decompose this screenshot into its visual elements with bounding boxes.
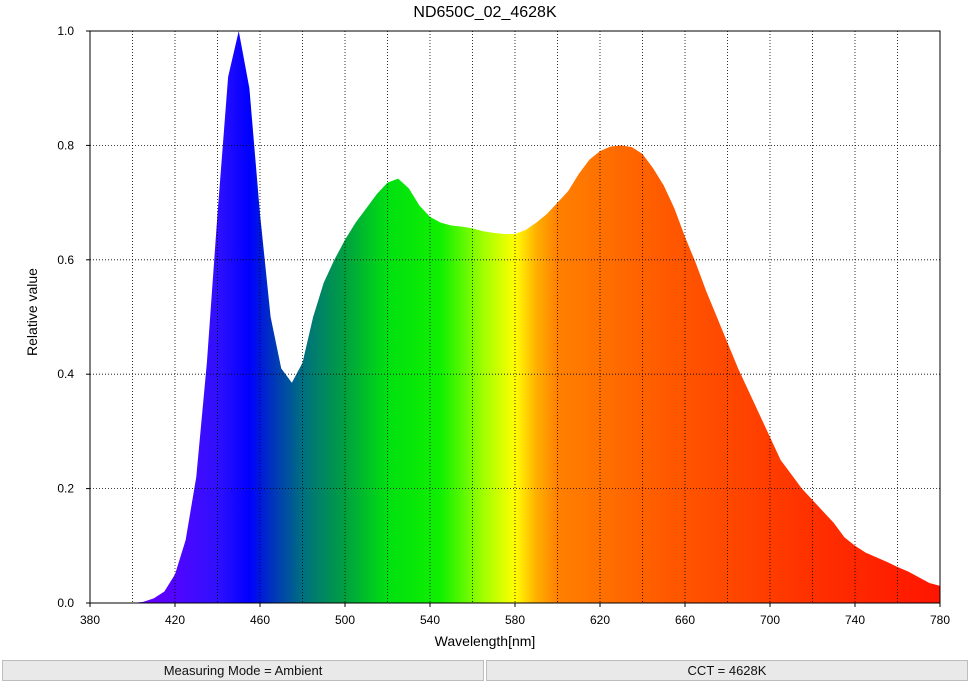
- x-tick-label: 580: [505, 613, 525, 627]
- y-axis-label: Relative value: [24, 268, 40, 356]
- x-tick-label: 780: [930, 613, 950, 627]
- x-tick-label: 660: [675, 613, 695, 627]
- x-tick-label: 540: [420, 613, 440, 627]
- status-mode: Measuring Mode = Ambient: [2, 660, 484, 681]
- y-tick-label: 1.0: [57, 24, 74, 38]
- x-tick-label: 740: [845, 613, 865, 627]
- x-tick-label: 500: [335, 613, 355, 627]
- x-tick-label: 420: [165, 613, 185, 627]
- chart: ND650C_02_4628K Wavelength[nm] Relative …: [24, 4, 950, 649]
- y-tick-label: 0.4: [57, 367, 74, 381]
- y-tick-label: 0.2: [57, 482, 74, 496]
- x-tick-label: 460: [250, 613, 270, 627]
- x-axis-label: Wavelength[nm]: [435, 633, 536, 649]
- y-tick-label: 0.8: [57, 138, 74, 152]
- x-tick-label: 700: [760, 613, 780, 627]
- status-cct: CCT = 4628K: [486, 660, 968, 681]
- y-tick-label: 0.0: [57, 596, 74, 610]
- chart-title: ND650C_02_4628K: [413, 4, 557, 21]
- x-tick-label: 380: [80, 613, 100, 627]
- x-tick-label: 620: [590, 613, 610, 627]
- y-tick-label: 0.6: [57, 253, 74, 267]
